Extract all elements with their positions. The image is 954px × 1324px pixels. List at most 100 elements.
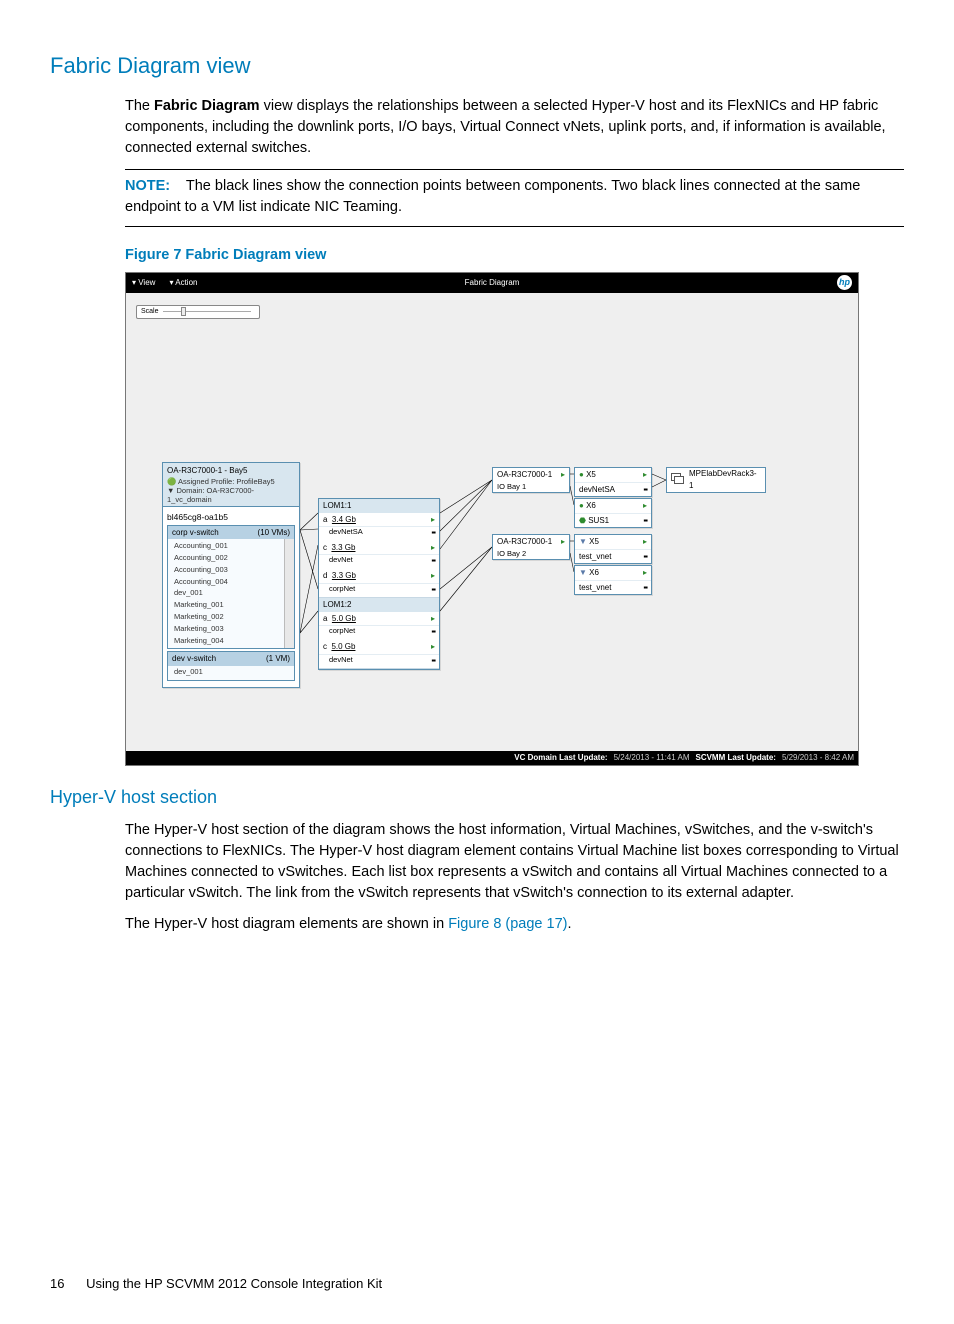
lom-port-row[interactable]: a 5.0 Gb▸ [319,612,439,627]
diagram-title: Fabric Diagram [126,277,858,289]
host-panel-header: OA-R3C7000-1 - Bay5 🟢 Assigned Profile: … [163,463,299,507]
rack-label: MPElabDevRack3-1 [689,468,761,491]
flag-icon: ▸ [643,469,647,481]
note-block: NOTE: The black lines show the connectio… [125,176,904,218]
sub-p2-post: . [567,916,571,932]
vm-item[interactable]: Marketing_001 [168,600,284,612]
scrollbar[interactable] [284,539,294,648]
bars-icon: ▪▪ [431,655,435,667]
lom-port-net: devNet▪▪ [319,555,439,569]
uplink-x5[interactable]: ● X5▸ devNetSA▪▪ [574,467,652,497]
bars-icon: ▪▪ [643,582,647,594]
uplink-x6-bay2[interactable]: ▼ X6▸ test_vnet▪▪ [574,565,652,595]
lom-port-net: corpNet▪▪ [319,626,439,640]
lom-port-row[interactable]: c 5.0 Gb▸ [319,640,439,655]
rule-top [125,169,904,170]
iobay2-name: OA-R3C7000-1 [497,536,552,548]
vswitch-corp-header[interactable]: corp v-switch (10 VMs) [168,526,294,540]
uplink-x6[interactable]: ● X6▸ ⬣ SUS1▪▪ [574,498,652,528]
intro-pre: The [125,98,154,114]
page-title: Fabric Diagram view [50,50,904,82]
vswitch-dev: dev v-switch (1 VM) dev_001 [167,651,295,680]
lom-panel: LOM1:1 a 3.4 Gb▸ devNetSA▪▪ c 3.3 Gb▸ de… [318,498,440,670]
vc-update-label: VC Domain Last Update: [514,752,607,764]
vswitch-corp: corp v-switch (10 VMs) Accounting_001 Ac… [167,525,295,649]
page-footer: 16 Using the HP SCVMM 2012 Console Integ… [50,1275,904,1294]
status-ok-icon: ● [579,470,584,479]
flag-icon: ▸ [431,613,435,625]
lom-port-row[interactable]: a 3.4 Gb▸ [319,513,439,528]
vm-item[interactable]: Accounting_002 [168,552,284,564]
lom-port-net: devNet▪▪ [319,655,439,669]
rack-icon [671,473,685,487]
lom-port-net: devNetSA▪▪ [319,527,439,541]
bars-icon: ▪▪ [431,626,435,638]
iobay1-name: OA-R3C7000-1 [497,469,552,481]
hp-logo-icon: hp [837,275,852,290]
lom-port-row[interactable]: c 3.3 Gb▸ [319,541,439,556]
scvmm-update-label: SCVMM Last Update: [695,752,775,764]
bars-icon: ▪▪ [643,484,647,496]
flag-icon: ▸ [643,536,647,548]
bars-icon: ▪▪ [431,584,435,596]
menu-view[interactable]: ▾ View [132,277,155,289]
menu-action[interactable]: ▾ Action [169,277,197,289]
flag-icon: ▸ [431,514,435,526]
host-name: bl465cg8-oa1b5 [167,511,295,523]
scale-label: Scale [141,307,159,317]
vm-item[interactable]: Accounting_004 [168,576,284,588]
vm-item[interactable]: Marketing_002 [168,612,284,624]
vm-item[interactable]: Marketing_004 [168,635,284,647]
intro-bold: Fabric Diagram [154,98,260,114]
vswitch-corp-count: (10 VMs) [258,527,290,539]
flag-icon: ▸ [561,469,565,481]
scale-track[interactable] [163,311,251,312]
iobay1-sub: IO Bay 1 [493,482,569,495]
fabric-diagram-screenshot: ▾ View ▾ Action Fabric Diagram hp Scale [125,272,859,766]
host-header-line2: 🟢 Assigned Profile: ProfileBay5 [167,477,295,486]
flag-icon: ▸ [431,641,435,653]
io-bay-1[interactable]: OA-R3C7000-1 ▸ IO Bay 1 [492,467,570,493]
note-text: The black lines show the connection poin… [125,178,860,215]
status-ok-icon: ● [579,501,584,510]
flag-icon: ▸ [643,500,647,512]
iobay2-sub: IO Bay 2 [493,549,569,562]
io-bay-2[interactable]: OA-R3C7000-1▸ IO Bay 2 [492,534,570,560]
flag-icon: ▸ [431,542,435,554]
lom-port-row[interactable]: d 3.3 Gb▸ [319,569,439,584]
vm-item[interactable]: dev_001 [168,588,284,600]
vm-item[interactable]: Accounting_001 [168,540,284,552]
sub-p2-pre: The Hyper-V host diagram elements are sh… [125,916,448,932]
diagram-topbar: ▾ View ▾ Action Fabric Diagram hp [126,273,858,293]
bars-icon: ▪▪ [431,527,435,539]
footer-text: Using the HP SCVMM 2012 Console Integrat… [86,1276,382,1291]
rule-bottom [125,226,904,227]
flag-icon: ▸ [431,570,435,582]
figure-caption: Figure 7 Fabric Diagram view [125,245,904,266]
subsection-title: Hyper-V host section [50,784,904,810]
status-down-icon: ▼ [579,568,587,577]
host-header-line3: ▼ Domain: OA-R3C7000-1_vc_domain [167,486,295,504]
sub-paragraph-2: The Hyper-V host diagram elements are sh… [125,914,904,935]
vswitch-corp-name: corp v-switch [172,527,219,539]
scale-control[interactable]: Scale [136,305,260,319]
host-header-line1: OA-R3C7000-1 - Bay5 [167,465,295,477]
lom1-1-title: LOM1:1 [319,499,439,513]
bars-icon: ▪▪ [643,551,647,563]
vswitch-dev-header[interactable]: dev v-switch (1 VM) [168,652,294,666]
page-number: 16 [50,1276,64,1291]
vm-item[interactable]: Marketing_003 [168,624,284,636]
status-down-icon: ▼ [579,537,587,546]
scale-thumb[interactable] [181,307,186,316]
uplink-x5-bay2[interactable]: ▼ X5▸ test_vnet▪▪ [574,534,652,564]
vswitch-dev-name: dev v-switch [172,653,216,665]
flag-icon: ▸ [643,567,647,579]
vm-item[interactable]: dev_001 [168,667,294,679]
intro-paragraph: The Fabric Diagram view displays the rel… [125,96,904,159]
scvmm-update-time: 5/29/2013 - 8:42 AM [782,752,854,764]
external-rack[interactable]: MPElabDevRack3-1 [666,467,766,493]
lom1-2-title: LOM1:2 [319,598,439,612]
vm-item[interactable]: Accounting_003 [168,564,284,576]
figure-8-link[interactable]: Figure 8 (page 17) [448,916,567,932]
note-label: NOTE: [125,178,170,194]
